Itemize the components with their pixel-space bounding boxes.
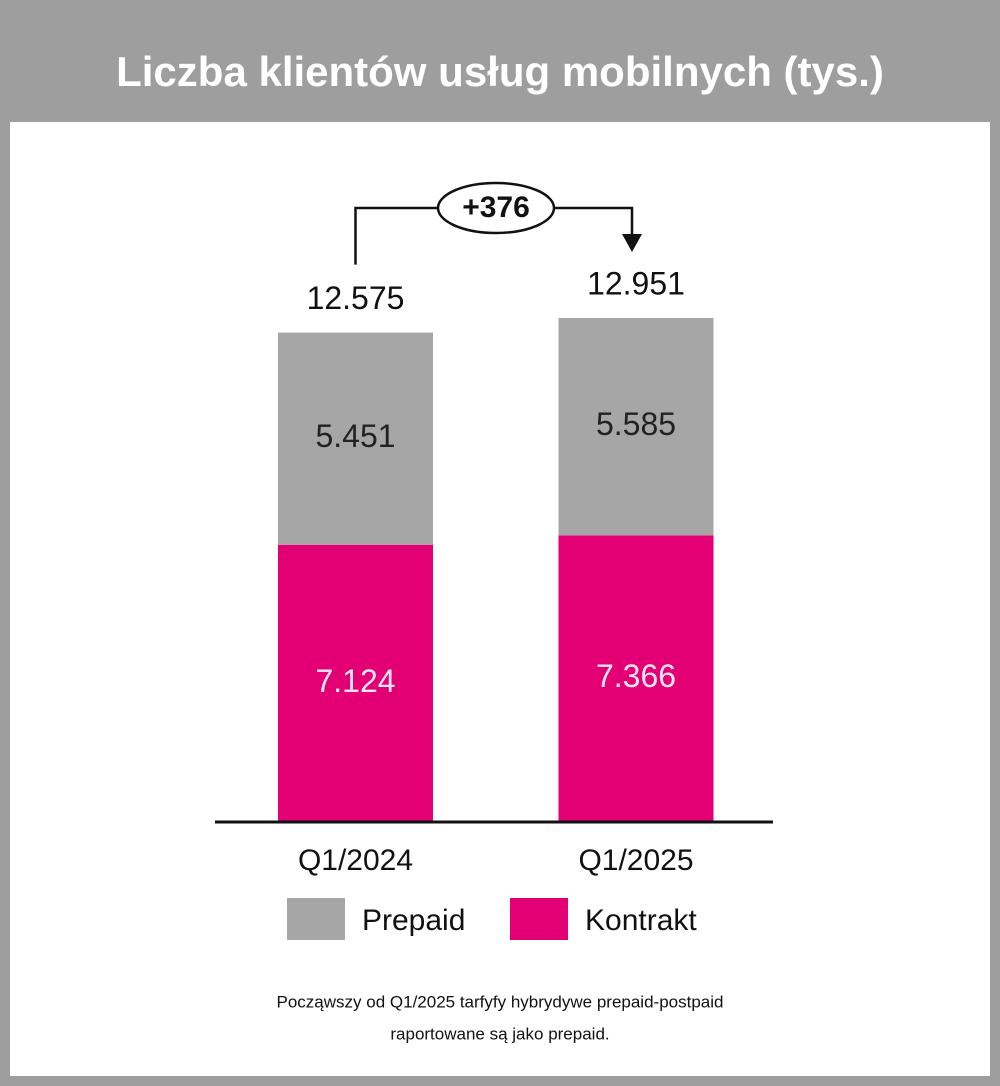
legend-label: Prepaid <box>362 904 465 937</box>
bar-segment <box>278 332 433 545</box>
panel <box>10 122 990 1076</box>
annotation-arrowhead <box>622 234 642 252</box>
x-tick-label: Q1/2024 <box>298 844 413 877</box>
value-label: 7.366 <box>596 658 676 694</box>
footnote: Począwszy od Q1/2025 tarfyfy hybrydywe p… <box>277 992 724 1011</box>
legend-swatch <box>287 898 345 940</box>
value-label: 5.585 <box>596 406 676 442</box>
bar-segment <box>278 544 433 822</box>
value-label: 5.451 <box>315 418 395 454</box>
bar-segment <box>558 535 714 822</box>
legend-label: Kontrakt <box>585 904 697 937</box>
legend-swatch <box>510 898 568 940</box>
footnote: raportowane są jako prepaid. <box>390 1024 609 1043</box>
x-tick-label: Q1/2025 <box>578 844 693 877</box>
annotation-oval <box>436 181 556 235</box>
total-label: 12.951 <box>587 265 685 301</box>
total-label: 12.575 <box>307 280 405 316</box>
annotation: +376 <box>462 191 530 224</box>
bar-segment <box>558 318 714 536</box>
chart-title: Liczba klientów usług mobilnych (tys.) <box>116 48 884 95</box>
value-label: 7.124 <box>315 663 395 699</box>
